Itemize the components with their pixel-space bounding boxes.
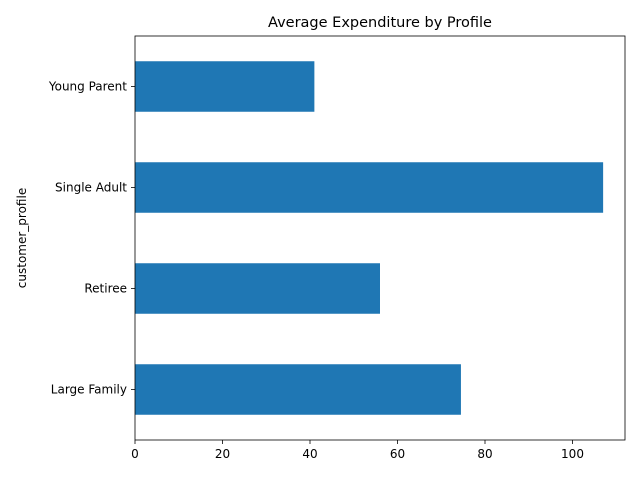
x-tick-label: 100 [561,447,584,461]
y-tick-label: Young Parent [48,80,127,94]
x-tick-label: 20 [215,447,230,461]
plot-frame [134,35,626,441]
bars-group [135,61,604,415]
chart-title: Average Expenditure by Profile [268,15,492,31]
bar-single-adult [135,162,604,213]
x-tick-label: 60 [390,447,405,461]
y-tick-label: Single Adult [55,181,127,195]
bar-retiree [135,263,380,314]
x-tick-label: 40 [302,447,317,461]
bar-large-family [135,364,461,415]
bar-young-parent [135,61,315,112]
axes-spines [134,35,626,441]
y-tick-label: Retiree [84,282,127,296]
y-axis-ticks: Large Family Retiree Single Adult Young Par… [48,80,135,397]
x-tick-label: 80 [477,447,492,461]
x-axis-ticks: 0 20 40 60 80 100 [131,440,584,461]
y-axis-label: customer_profile [15,188,29,288]
y-tick-label: Large Family [51,383,127,397]
x-tick-label: 0 [131,447,139,461]
